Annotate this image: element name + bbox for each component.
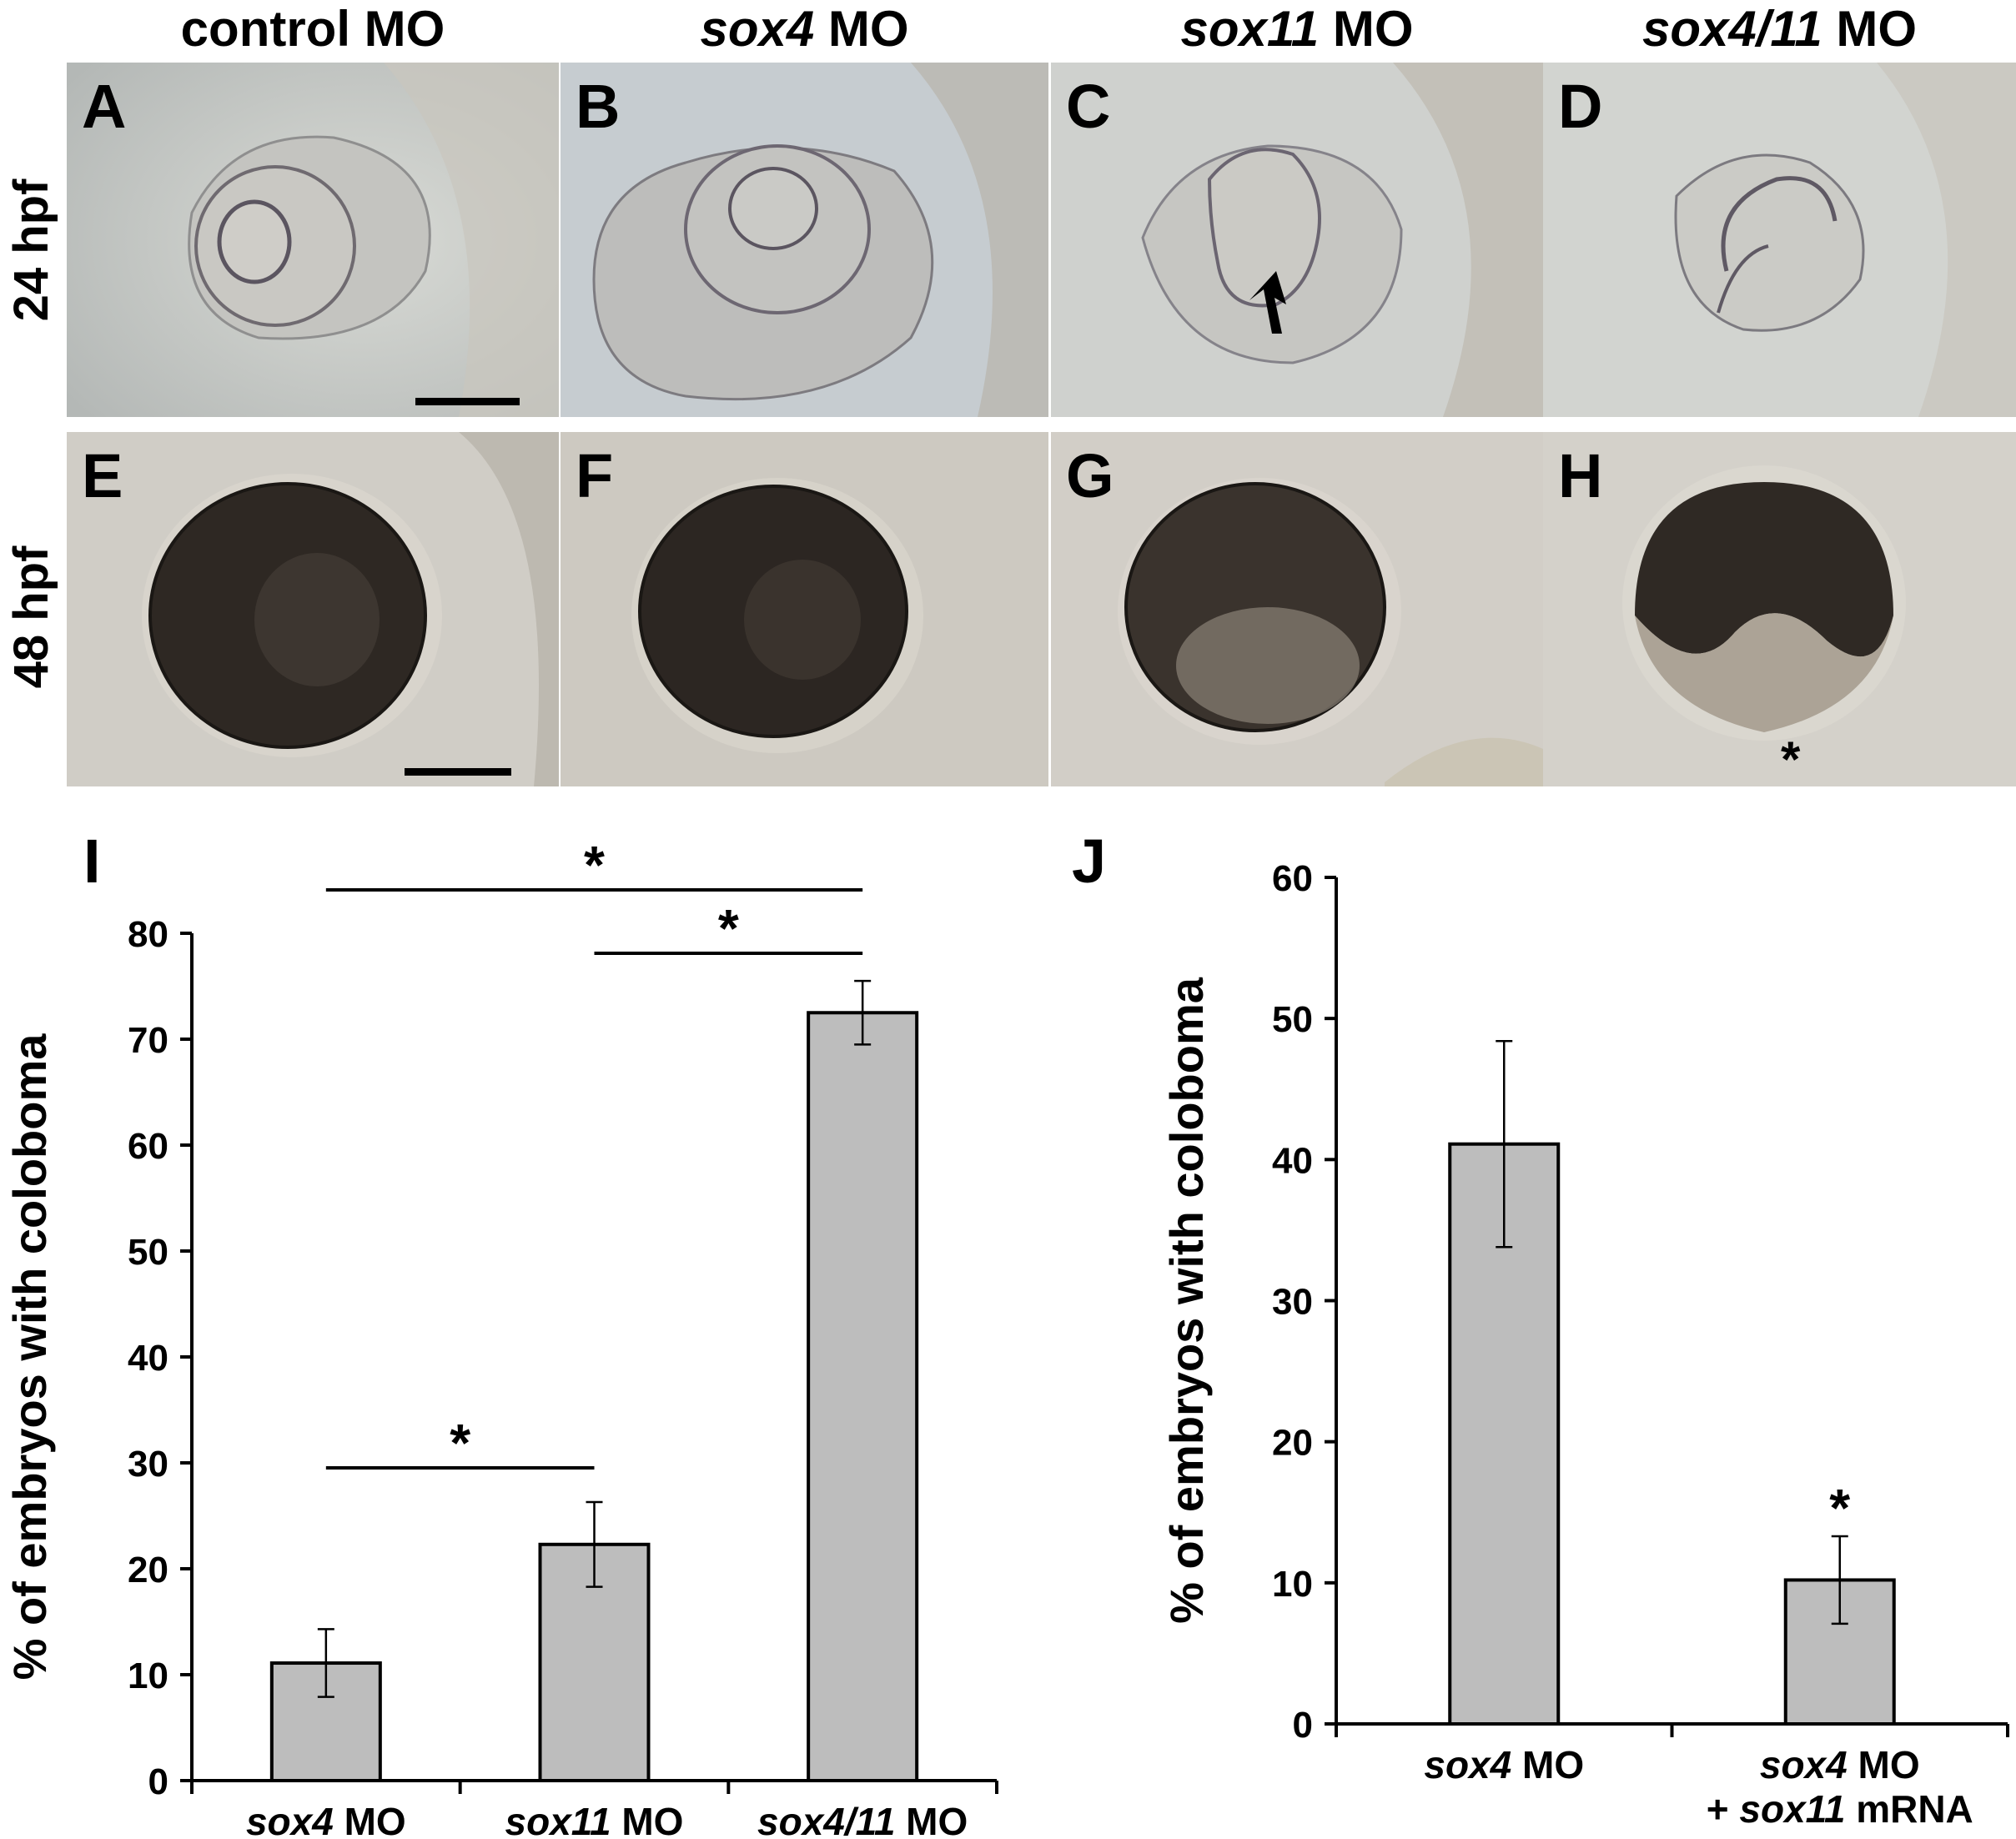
panel-c: C [1051,63,1543,417]
panel-g: G [1051,432,1543,786]
panel-letter-c: C [1066,72,1111,141]
significance-star-0: * [584,835,605,895]
significance-star-1: * [718,898,739,958]
y-tick-label: 0 [1293,1705,1313,1746]
y-tick-label: 0 [148,1761,168,1802]
column-header-control: control MO [67,0,559,58]
column-header-sox4: sox4 MO [561,0,1048,58]
micrograph-h: * [1543,432,2016,786]
panel-letter-h: H [1558,441,1603,510]
x-tick-label-1: sox4 MO [1760,1743,1920,1786]
chart-i: % of embryos with coloboma 0 10 20 30 40 50 60 7… [3,835,998,1839]
x-tick-label-1: sox11 MO [505,1800,684,1839]
y-tick-label: 20 [128,1550,168,1590]
x-tick-label-1-part: sox4 [1760,1743,1848,1786]
row-header-48hpf: 48 hpf [4,545,58,689]
x-tick-label-1-part: sox11 [505,1800,611,1839]
x-tick-label-2: sox4/11 MO [757,1800,968,1839]
y-tick-label: 30 [1272,1282,1313,1323]
x-tick-label-1-part: MO [1848,1743,1920,1786]
column-header-sox11-suffix: MO [1319,1,1414,57]
micrograph-f [561,432,1048,786]
x-tick-label-0: sox4 MO [1424,1743,1584,1786]
micrograph-a [67,63,559,417]
column-header-sox4-11: sox4/11 MO [1543,0,2016,58]
panel-letter-j: J [1072,827,1107,896]
panel-d: D [1543,63,2016,417]
significance-star-2: * [450,1413,470,1473]
x-tick-label-2-part: MO [895,1800,968,1839]
y-tick-label: 70 [128,1020,168,1061]
significance-star-1: * [1829,1478,1850,1538]
bar-2 [807,1011,919,1782]
y-tick-label: 50 [128,1232,168,1273]
y-tick-label: 60 [1272,858,1313,899]
panel-e: E [67,432,559,786]
y-tick-label: 30 [128,1444,168,1485]
y-tick-label: 60 [128,1126,168,1167]
micrograph-d [1543,63,2016,417]
x-tick-label-2-part: sox4/11 [757,1800,895,1839]
column-header-sox11-gene: sox11 [1180,1,1320,57]
column-header-control-text: control MO [180,1,445,57]
micrograph-e [67,432,559,786]
micrograph-b [561,63,1048,417]
panel-letter-g: G [1066,441,1114,510]
panel-h: * H [1543,432,2016,786]
x-tick-label-0-part: sox4 [1424,1743,1511,1786]
y-tick-label: 10 [1272,1564,1313,1605]
y-axis-label: % of embryos with coloboma [3,1033,56,1681]
panel-letter-i: I [83,827,101,896]
panel-letter-b: B [576,72,621,141]
panel-letter-a: A [82,72,127,141]
x-tick-label-0-part: MO [1511,1743,1584,1786]
x-tick-label-1-line2-part: mRNA [1845,1787,1973,1831]
x-tick-label-1-line2-part: sox11 [1739,1787,1845,1831]
y-tick-label: 40 [128,1338,168,1379]
x-tick-label-0-part: MO [334,1800,406,1839]
row-header-24hpf: 24 hpf [4,178,58,322]
panel-letter-f: F [576,441,614,510]
y-axis-label: % of embryos with coloboma [1160,977,1213,1624]
panel-b: B [561,63,1048,417]
column-header-sox4-gene: sox4 [700,1,815,57]
asterisk-h: * [1781,731,1801,786]
panel-a: A [67,63,559,417]
panel-f: F [561,432,1048,786]
chart-j: % of embryos with coloboma 0 10 20 30 40 50 60 s… [1160,858,2009,1831]
y-tick-label: 10 [128,1656,168,1696]
panel-letter-e: E [82,441,123,510]
x-tick-label-0-part: sox4 [246,1800,334,1839]
column-header-sox4-11-suffix: MO [1822,1,1918,57]
y-tick-label: 50 [1272,999,1313,1040]
panel-letter-d: D [1558,72,1603,141]
column-header-sox11: sox11 MO [1051,0,1543,58]
column-header-sox4-suffix: MO [814,1,909,57]
micrograph-g [1051,432,1543,786]
x-tick-label-0: sox4 MO [246,1800,406,1839]
y-tick-label: 40 [1272,1140,1313,1181]
x-tick-label-1-line2: + sox11 mRNA [1707,1787,1973,1831]
x-tick-label-1-line2-part: + [1707,1787,1740,1831]
x-tick-label-1-part: MO [611,1800,684,1839]
micrograph-c [1051,63,1543,417]
y-tick-label: 80 [128,914,168,955]
y-tick-label: 20 [1272,1423,1313,1464]
column-header-sox4-11-gene: sox4/11 [1641,1,1822,57]
